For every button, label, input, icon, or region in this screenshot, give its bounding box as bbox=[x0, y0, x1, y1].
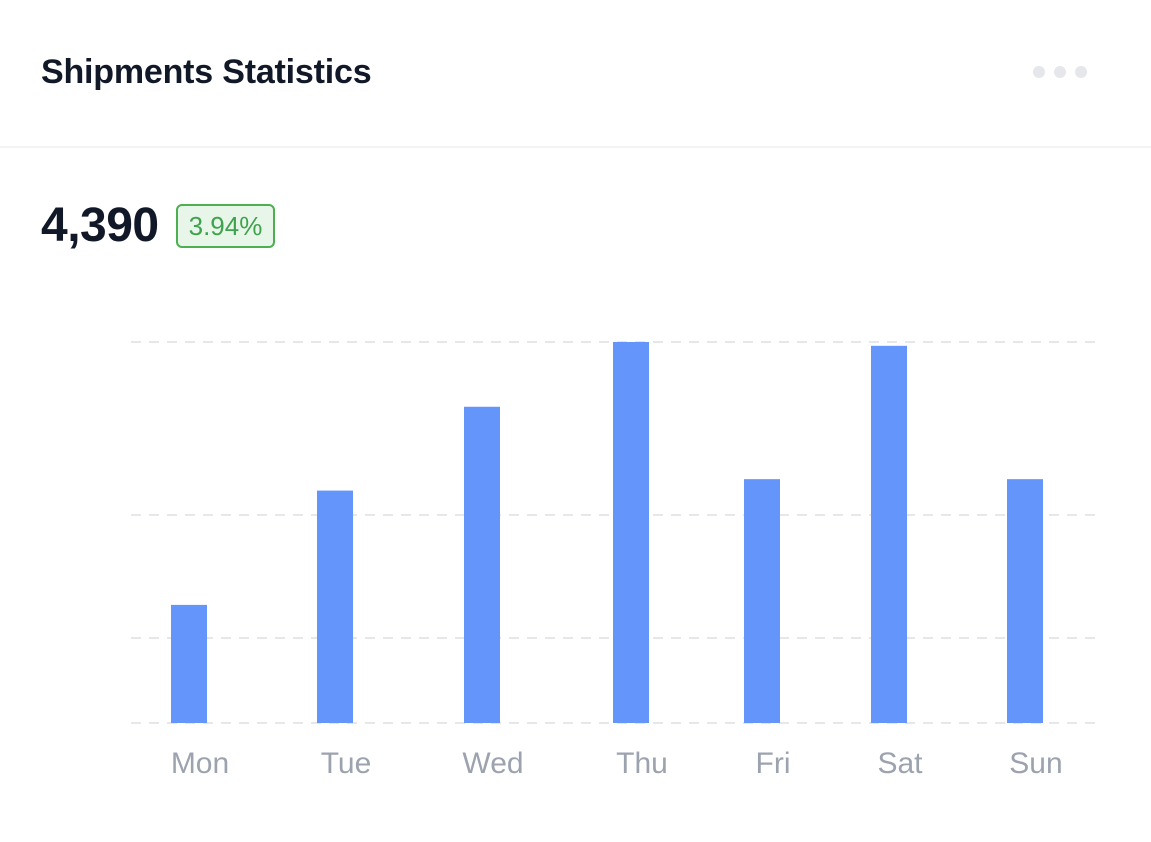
x-tick-label-thu: Thu bbox=[616, 747, 668, 780]
change-badge: 3.94% bbox=[175, 204, 276, 248]
more-horizontal-icon bbox=[1054, 66, 1066, 78]
bar-mon[interactable] bbox=[171, 604, 207, 723]
bar-fri[interactable] bbox=[744, 479, 780, 723]
more-options-button[interactable] bbox=[1022, 56, 1098, 88]
bar-sun[interactable] bbox=[1007, 479, 1043, 723]
bar-wed[interactable] bbox=[464, 406, 500, 723]
more-horizontal-icon bbox=[1033, 66, 1045, 78]
card-title: Shipments Statistics bbox=[41, 53, 372, 91]
x-tick-label-mon: Mon bbox=[171, 747, 229, 780]
x-tick-label-fri: Fri bbox=[756, 747, 791, 780]
summary: 4,390 3.94% bbox=[41, 196, 276, 256]
x-tick-label-sat: Sat bbox=[877, 747, 923, 780]
more-horizontal-icon bbox=[1075, 66, 1087, 78]
chart-x-axis-labels: Mon Tue Wed Thu Fri Sat Sun bbox=[171, 747, 1063, 780]
bar-thu[interactable] bbox=[613, 342, 649, 723]
bar-sat[interactable] bbox=[871, 345, 907, 723]
bar-tue[interactable] bbox=[317, 490, 353, 723]
card-header: Shipments Statistics bbox=[0, 0, 1151, 148]
total-shipments-value: 4,390 bbox=[41, 199, 159, 252]
x-tick-label-tue: Tue bbox=[321, 747, 372, 780]
chart-bars bbox=[171, 342, 1043, 723]
x-tick-label-wed: Wed bbox=[462, 747, 523, 780]
x-tick-label-sun: Sun bbox=[1009, 747, 1062, 780]
